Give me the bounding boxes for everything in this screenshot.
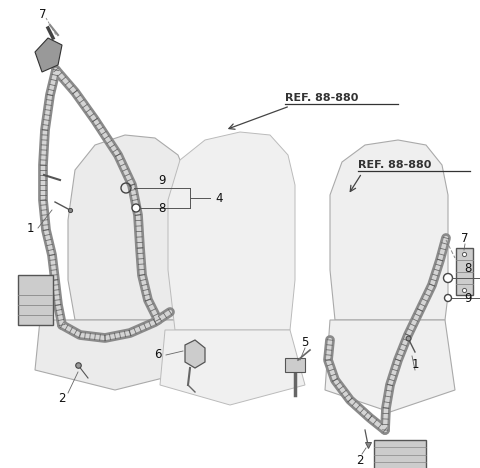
Text: 8: 8 — [464, 262, 472, 275]
Text: 7: 7 — [39, 7, 47, 21]
Polygon shape — [168, 132, 295, 330]
Polygon shape — [35, 320, 195, 390]
Text: REF. 88-880: REF. 88-880 — [358, 160, 432, 170]
Text: 2: 2 — [58, 392, 66, 404]
Text: 2: 2 — [356, 453, 364, 467]
Circle shape — [444, 294, 452, 301]
Circle shape — [132, 204, 140, 212]
Text: 8: 8 — [158, 202, 166, 214]
Polygon shape — [374, 440, 426, 468]
Text: 5: 5 — [301, 336, 309, 349]
Text: 9: 9 — [464, 292, 472, 305]
Polygon shape — [17, 275, 52, 325]
Text: 6: 6 — [154, 349, 162, 361]
Polygon shape — [325, 320, 455, 412]
Bar — [285, 358, 305, 372]
Text: 9: 9 — [158, 174, 166, 187]
Polygon shape — [35, 38, 62, 72]
Polygon shape — [456, 248, 473, 295]
Polygon shape — [160, 330, 305, 405]
Text: REF. 88-880: REF. 88-880 — [285, 93, 359, 103]
Polygon shape — [330, 140, 448, 320]
Polygon shape — [185, 340, 205, 368]
Polygon shape — [68, 135, 188, 320]
Circle shape — [444, 273, 453, 283]
Text: 1: 1 — [411, 358, 419, 372]
Text: 1: 1 — [26, 221, 34, 234]
Text: 7: 7 — [461, 232, 469, 244]
Text: 4: 4 — [215, 191, 223, 205]
